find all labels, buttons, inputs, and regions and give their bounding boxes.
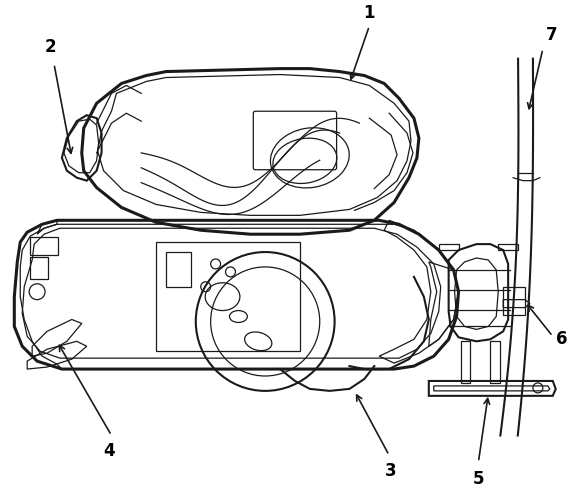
- Bar: [503, 287, 525, 314]
- Text: 4: 4: [104, 443, 115, 460]
- Text: 5: 5: [473, 470, 484, 488]
- Bar: [30, 237, 58, 255]
- Bar: [156, 242, 300, 351]
- Bar: [166, 252, 191, 287]
- Text: 6: 6: [556, 330, 567, 348]
- Text: 1: 1: [363, 4, 375, 22]
- Text: 2: 2: [44, 38, 56, 56]
- Text: 3: 3: [385, 462, 397, 480]
- Bar: [30, 257, 48, 279]
- Text: 7: 7: [546, 26, 558, 44]
